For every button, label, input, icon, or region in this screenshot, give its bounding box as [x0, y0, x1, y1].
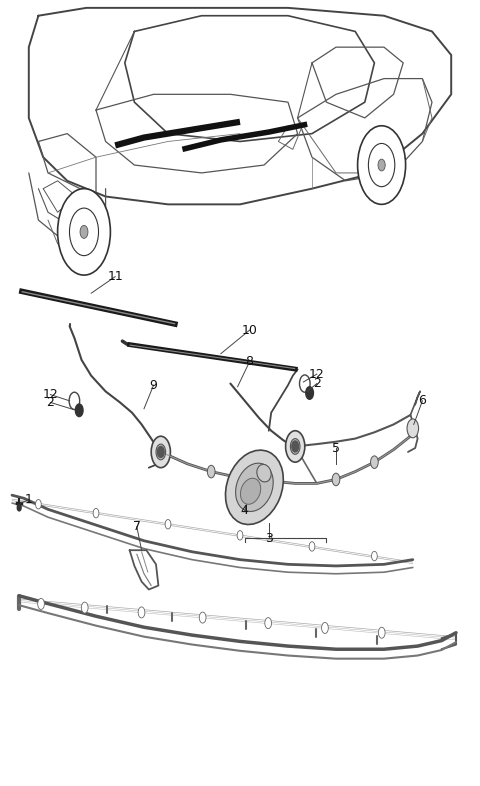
- Text: 4: 4: [241, 505, 249, 517]
- Ellipse shape: [226, 450, 283, 524]
- Circle shape: [80, 226, 88, 238]
- Ellipse shape: [236, 463, 273, 512]
- Circle shape: [265, 618, 272, 629]
- Text: 10: 10: [241, 324, 258, 336]
- Circle shape: [58, 189, 110, 275]
- Text: 8: 8: [246, 355, 253, 368]
- Circle shape: [151, 436, 170, 468]
- Text: 12: 12: [309, 368, 324, 380]
- Circle shape: [290, 439, 300, 454]
- Circle shape: [371, 456, 378, 468]
- Text: 7: 7: [133, 520, 141, 533]
- Circle shape: [237, 531, 243, 540]
- Circle shape: [265, 475, 273, 487]
- Circle shape: [75, 404, 83, 417]
- Circle shape: [156, 444, 166, 460]
- Circle shape: [300, 375, 310, 392]
- Circle shape: [372, 551, 377, 560]
- Text: 1: 1: [25, 494, 33, 506]
- Circle shape: [207, 465, 215, 478]
- Circle shape: [332, 473, 340, 486]
- Circle shape: [292, 441, 299, 452]
- Circle shape: [17, 505, 21, 511]
- Circle shape: [309, 542, 315, 551]
- Circle shape: [36, 500, 41, 509]
- Circle shape: [199, 612, 206, 623]
- Circle shape: [306, 387, 313, 399]
- Circle shape: [93, 509, 99, 518]
- Circle shape: [37, 598, 45, 609]
- Circle shape: [378, 159, 385, 171]
- Ellipse shape: [240, 478, 261, 505]
- Circle shape: [407, 419, 419, 438]
- Text: 5: 5: [332, 442, 340, 454]
- Circle shape: [138, 607, 145, 618]
- Circle shape: [378, 627, 385, 638]
- Text: 9: 9: [150, 379, 157, 391]
- Circle shape: [369, 143, 395, 186]
- Circle shape: [157, 446, 164, 457]
- Circle shape: [286, 431, 305, 462]
- Text: 6: 6: [419, 395, 426, 407]
- Text: 2: 2: [47, 396, 54, 409]
- Circle shape: [69, 392, 80, 410]
- Text: 2: 2: [313, 377, 321, 390]
- Text: 12: 12: [43, 388, 58, 401]
- Circle shape: [165, 520, 171, 529]
- Text: 3: 3: [265, 532, 273, 545]
- Text: 11: 11: [108, 270, 123, 283]
- Circle shape: [358, 126, 406, 204]
- Circle shape: [81, 602, 88, 613]
- Circle shape: [322, 623, 328, 634]
- Circle shape: [70, 208, 98, 255]
- Ellipse shape: [257, 465, 271, 482]
